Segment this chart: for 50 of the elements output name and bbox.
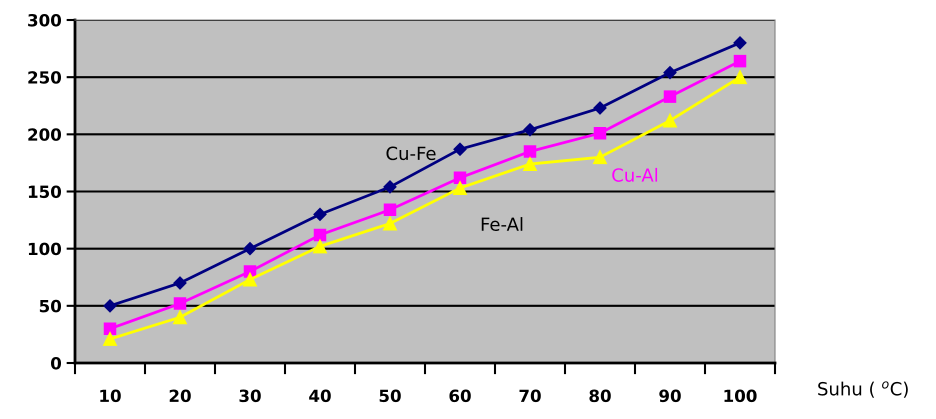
point: [454, 172, 466, 184]
series-label: Cu-Fe: [386, 146, 436, 160]
point: [524, 145, 536, 158]
x-tick-label: 90: [659, 390, 681, 402]
point: [384, 204, 396, 216]
x-tick-label: 10: [100, 390, 121, 402]
point: [313, 208, 327, 221]
point: [173, 276, 187, 290]
point: [174, 297, 186, 310]
point: [313, 239, 327, 254]
x-tick-label: 70: [520, 390, 541, 402]
y-tick-label: 150: [28, 185, 62, 198]
series-label: Cu-Al: [612, 168, 658, 182]
point: [664, 90, 676, 103]
y-tick-label: 50: [40, 300, 62, 312]
x-tick-label: 60: [449, 390, 471, 402]
point: [243, 272, 257, 286]
x-tick-label: 50: [380, 390, 401, 402]
point: [594, 126, 606, 140]
x-axis-title: Suhu ( $^{o}$C): [818, 381, 908, 398]
series-label: Fe-Al: [482, 217, 522, 232]
point: [734, 54, 746, 68]
point: [663, 66, 677, 80]
x-tick-label: 80: [589, 390, 611, 402]
point: [383, 180, 397, 194]
point: [173, 310, 187, 324]
y-tick-label: 0: [51, 356, 62, 370]
point: [733, 70, 747, 84]
point: [733, 36, 747, 50]
point: [663, 114, 677, 128]
x-tick-label: 30: [240, 390, 261, 402]
y-tick-label: 200: [28, 128, 62, 141]
y-tick-label: 250: [28, 71, 62, 84]
point: [453, 181, 467, 196]
x-tick-label: 100: [724, 390, 757, 402]
point: [243, 242, 257, 256]
point: [523, 123, 537, 136]
point: [103, 299, 117, 312]
point: [593, 150, 607, 164]
point: [103, 332, 117, 346]
x-tick-label: 40: [309, 390, 331, 402]
point: [453, 142, 467, 156]
point: [104, 322, 116, 335]
point: [383, 216, 397, 230]
point: [593, 101, 607, 115]
point: [314, 228, 326, 242]
point: [523, 157, 537, 172]
y-tick-label: 100: [28, 242, 62, 256]
y-tick-label: 300: [28, 14, 62, 27]
x-tick-label: 20: [170, 390, 191, 402]
